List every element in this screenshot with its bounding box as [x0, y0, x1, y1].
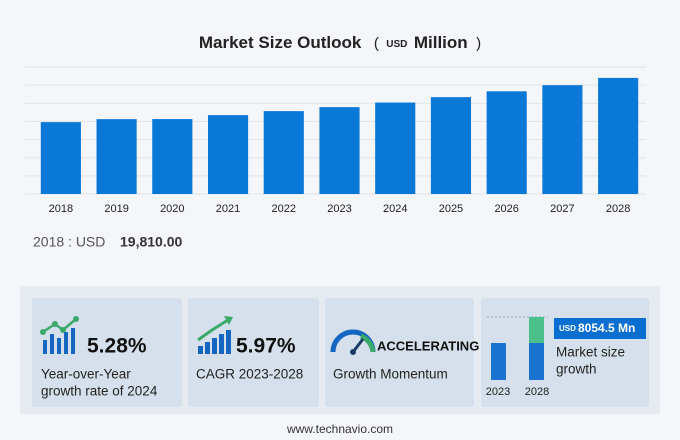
x-tick-label: 2020 — [160, 203, 184, 215]
card-value: 5.97% — [236, 335, 296, 358]
bar — [598, 77, 639, 194]
x-tick-label: 2018 — [49, 203, 73, 215]
x-tick-label: 2022 — [272, 203, 296, 215]
plot: 2018 2019 2020 2021 2022 2023 2024 2025 2026 2027… — [25, 66, 646, 215]
base-label: 2018 : USD — [33, 234, 105, 250]
card-value: ACCELERATING — [377, 338, 479, 353]
bar — [152, 119, 193, 194]
card — [325, 298, 474, 407]
cagr-icon — [197, 316, 233, 354]
title-paren: ) — [476, 35, 481, 52]
card-label: Growth Momentum — [333, 367, 448, 382]
x-tick-label: 2027 — [550, 203, 574, 215]
x-tick-label: 2028 — [606, 203, 630, 215]
bar — [40, 122, 81, 194]
value-badge — [554, 318, 646, 339]
card-label: growth rate of 2024 — [41, 384, 158, 399]
bar — [263, 111, 304, 194]
card-label: CAGR 2023-2028 — [196, 367, 303, 382]
badge-value: 8054.5 Mn — [578, 321, 635, 335]
bar — [375, 102, 416, 194]
title-currency: USD — [386, 39, 407, 50]
bar — [96, 119, 137, 194]
bar — [207, 115, 249, 194]
x-tick-label: 2025 — [439, 203, 463, 215]
mini-year: 2028 — [525, 386, 549, 398]
title-paren: ( — [374, 35, 379, 52]
card-label: Market size — [556, 345, 625, 360]
bar — [430, 97, 472, 194]
title-main: Market Size Outlook — [199, 33, 362, 52]
card-value: 5.28% — [87, 335, 147, 358]
bar — [486, 91, 527, 194]
growth-icon — [40, 316, 79, 354]
badge-currency: USD — [559, 324, 576, 333]
mini-year: 2023 — [486, 386, 510, 398]
x-tick-label: 2023 — [327, 203, 351, 215]
bar — [542, 85, 583, 194]
x-tick-label: 2024 — [383, 203, 407, 215]
chart-title: Market Size Outlook ( USD Million ) — [199, 33, 481, 52]
base-value: 19,810.00 — [120, 234, 182, 250]
title-unit: Million — [414, 33, 468, 52]
card-label: Year-over-Year — [41, 367, 131, 382]
footer: www.technavio.com — [286, 422, 393, 436]
card-label: growth — [556, 362, 597, 377]
x-tick-label: 2019 — [104, 203, 128, 215]
bar — [319, 107, 360, 194]
gauge-icon — [330, 329, 376, 355]
mini-chart — [487, 316, 548, 380]
x-tick-label: 2021 — [216, 203, 240, 215]
x-tick-label: 2026 — [494, 203, 518, 215]
